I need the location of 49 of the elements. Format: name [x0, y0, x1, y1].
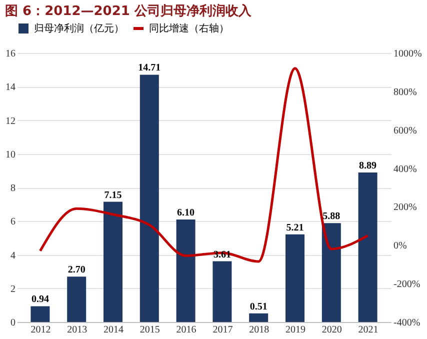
- bar: [176, 219, 196, 322]
- x-tick-label: 2021: [358, 324, 378, 336]
- data-label: 6.10: [177, 207, 195, 218]
- y-tick-label: 12: [6, 116, 16, 127]
- y-tick-label: 4: [10, 250, 16, 262]
- y2-tick-label: 800%: [394, 86, 417, 98]
- data-label: 0.51: [250, 301, 268, 312]
- y-tick-label: 10: [6, 149, 16, 160]
- x-tick-label: 2012: [30, 324, 51, 336]
- y-tick-label: 0: [10, 318, 16, 328]
- bar: [140, 74, 159, 322]
- data-label: 7.15: [104, 190, 122, 201]
- bar: [358, 172, 378, 322]
- y-tick-label: 8: [10, 183, 16, 194]
- bar: [30, 306, 50, 322]
- data-label: 5.21: [286, 222, 304, 234]
- y2-tick-label: -200%: [394, 279, 420, 290]
- data-label: 8.89: [359, 160, 377, 172]
- bar: [104, 202, 122, 322]
- x-tick-label: 2018: [249, 324, 270, 336]
- legend-label: 归母净利润（亿元）: [34, 22, 124, 34]
- data-label: 14.71: [138, 62, 161, 74]
- x-tick-label: 2017: [212, 324, 233, 336]
- data-label: 5.88: [322, 211, 340, 222]
- legend-label: 同比增速（右轴）: [149, 22, 229, 34]
- y2-tick-label: 600%: [394, 125, 417, 136]
- y-tick-label: 16: [6, 48, 16, 60]
- x-tick-label: 2019: [286, 324, 306, 336]
- bar: [322, 223, 341, 322]
- bar: [67, 276, 86, 322]
- y2-tick-label: 400%: [394, 164, 417, 175]
- data-label: 0.94: [31, 294, 49, 306]
- bar: [249, 313, 268, 322]
- y2-tick-label: -400%: [394, 318, 420, 328]
- y-tick-label: 14: [6, 82, 16, 94]
- chart-title: 图 6：2012—2021 公司归母净利润收入: [5, 3, 252, 19]
- x-tick-label: 2015: [140, 324, 160, 336]
- data-label: 2.70: [68, 264, 86, 276]
- y2-tick-label: 200%: [394, 202, 417, 214]
- x-tick-label: 2020: [322, 324, 342, 336]
- y2-tick-label: 0%: [394, 240, 407, 252]
- bar: [212, 261, 232, 322]
- y2-tick-label: 1000%: [394, 48, 422, 60]
- y-tick-label: 6: [10, 216, 16, 228]
- x-tick-label: 2016: [176, 324, 196, 336]
- y-tick-label: 2: [10, 284, 16, 295]
- x-tick-label: 2014: [104, 324, 124, 336]
- bar: [286, 234, 304, 322]
- x-tick-label: 2013: [67, 324, 88, 336]
